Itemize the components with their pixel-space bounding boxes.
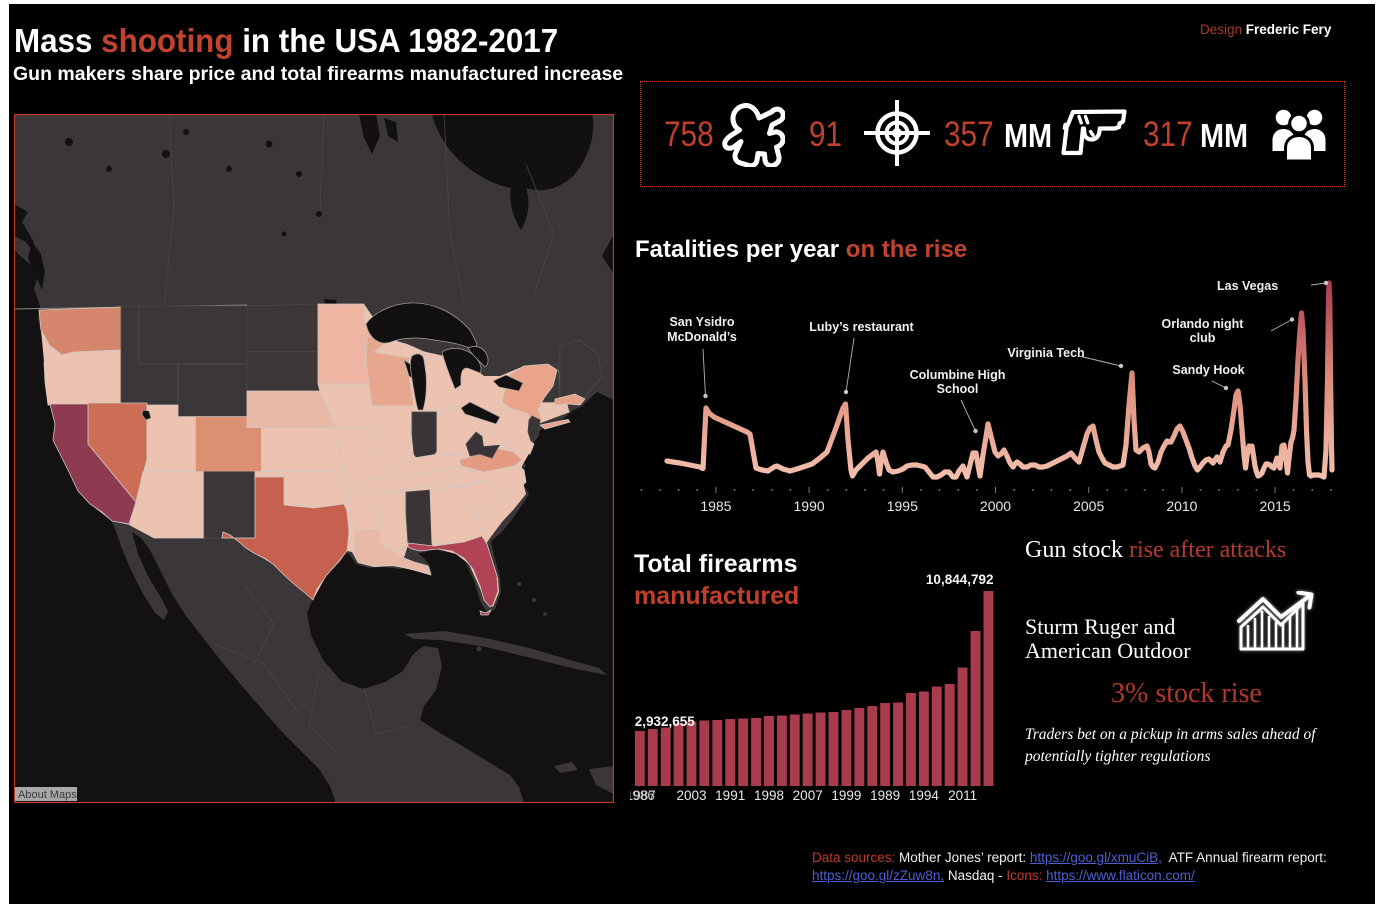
svg-text:2007: 2007 [793,788,823,803]
svg-text:1986: 1986 [630,788,655,803]
svg-text:1994: 1994 [909,788,940,803]
svg-text:2005: 2005 [1073,498,1104,514]
svg-text:Sandy Hook: Sandy Hook [1172,363,1244,377]
svg-text:club: club [1190,331,1216,345]
svg-text:2015: 2015 [1260,498,1291,514]
svg-text:2003: 2003 [676,788,706,803]
svg-text:10,844,792: 10,844,792 [926,572,994,587]
svg-text:Virginia Tech: Virginia Tech [1007,346,1084,360]
svg-text:Las Vegas: Las Vegas [1217,279,1278,293]
svg-text:1999: 1999 [831,788,861,803]
svg-text:1985: 1985 [700,498,731,514]
svg-text:1987: 1987 [630,788,656,803]
svg-text:Columbine High: Columbine High [910,368,1006,382]
svg-text:San Ysidro: San Ysidro [669,315,734,329]
svg-text:2,932,655: 2,932,655 [635,714,696,729]
svg-text:2000: 2000 [980,498,1011,514]
svg-text:1998: 1998 [754,788,784,803]
svg-text:Luby’s restaurant: Luby’s restaurant [809,320,914,334]
svg-text:Orlando night: Orlando night [1162,317,1245,331]
svg-text:1990: 1990 [794,498,825,514]
svg-text:1995: 1995 [887,498,918,514]
svg-text:1989: 1989 [870,788,900,803]
svg-text:School: School [937,382,979,396]
svg-text:About Maps: About Maps [18,789,77,801]
svg-text:McDonald’s: McDonald’s [667,330,737,344]
svg-text:2010: 2010 [1166,498,1197,514]
svg-text:1991: 1991 [715,788,745,803]
svg-text:2011: 2011 [948,788,977,803]
